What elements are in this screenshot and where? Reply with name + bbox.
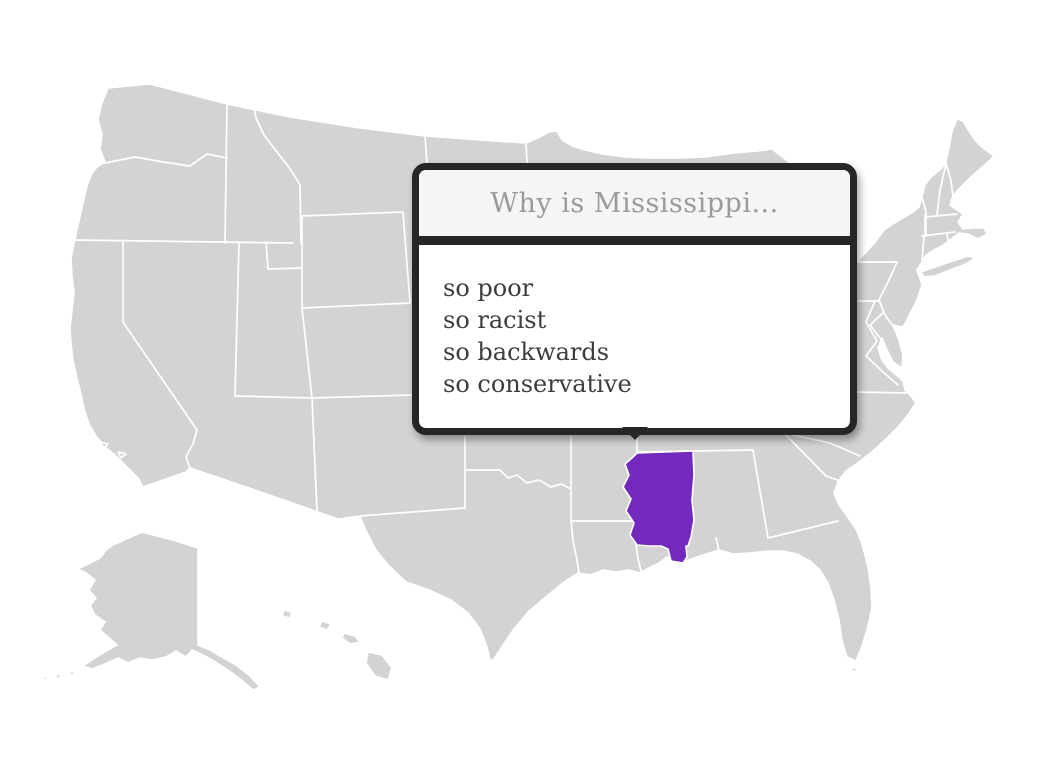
state-borders-south [359,436,642,574]
search-query-title: Why is Mississippi... [419,170,850,245]
state-borders-west [74,94,528,512]
aleutian-islands [43,670,77,682]
autocomplete-popup: Why is Mississippi... so poor so racist … [412,163,857,440]
small-islands [99,441,859,673]
suggestion-item: so poor [443,274,534,302]
state-borders-southeast [636,391,909,552]
state-borders-northeast [857,162,958,386]
suggestion-item: so conservative [443,370,632,398]
tooltip-pointer-icon [621,427,648,440]
state-mississippi[interactable] [622,450,695,564]
suggestion-item: so racist [443,306,547,334]
long-island[interactable] [920,255,976,278]
hawaii-islands[interactable] [281,609,393,681]
suggestion-list: so poor so racist so backwards so conser… [419,245,850,400]
suggestion-item: so backwards [443,338,610,366]
alaska[interactable] [77,531,261,691]
